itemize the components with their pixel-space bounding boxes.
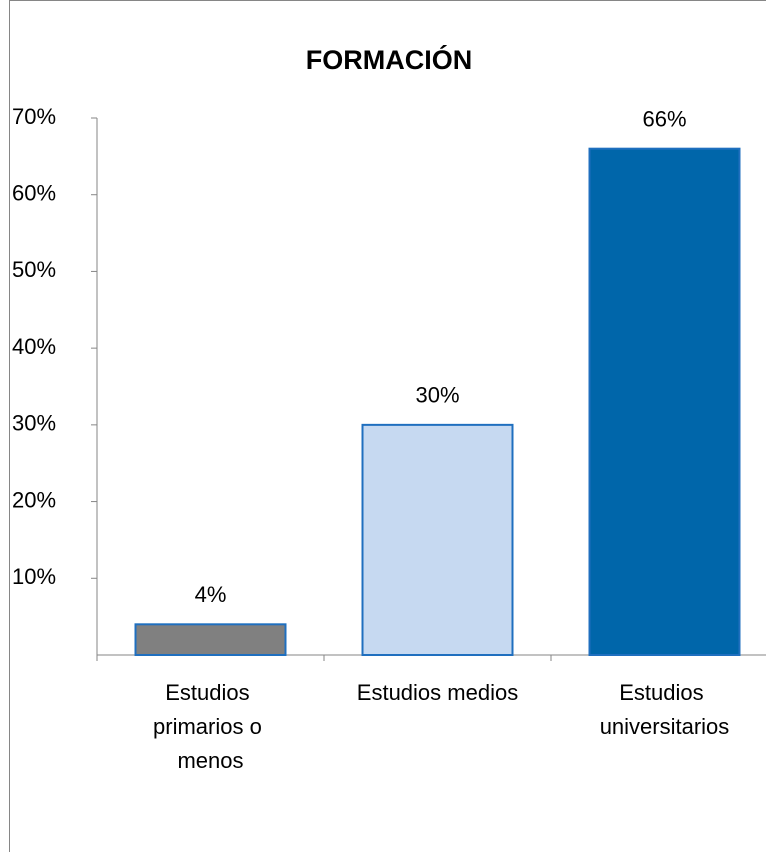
bar [588,147,741,657]
y-tick-label: 60% [12,181,56,206]
bar [134,623,287,656]
x-tick-label: Estudios medios [357,680,518,705]
y-tick-label: 10% [12,564,56,589]
bar [361,423,514,656]
x-tick-label: Estudios universitarios [600,680,730,739]
y-tick-label: 30% [12,411,56,436]
y-tick-label: 20% [12,487,56,512]
y-tick-label: 40% [12,334,56,359]
x-tick-label: Estudios primarios o menos [153,680,268,773]
y-tick-label: 70% [12,104,56,129]
y-tick-label: 50% [12,257,56,282]
value-label: 4% [195,582,227,607]
value-label: 66% [642,106,686,131]
value-label: 30% [415,383,459,408]
chart-title: FORMACIÓN [306,44,472,75]
